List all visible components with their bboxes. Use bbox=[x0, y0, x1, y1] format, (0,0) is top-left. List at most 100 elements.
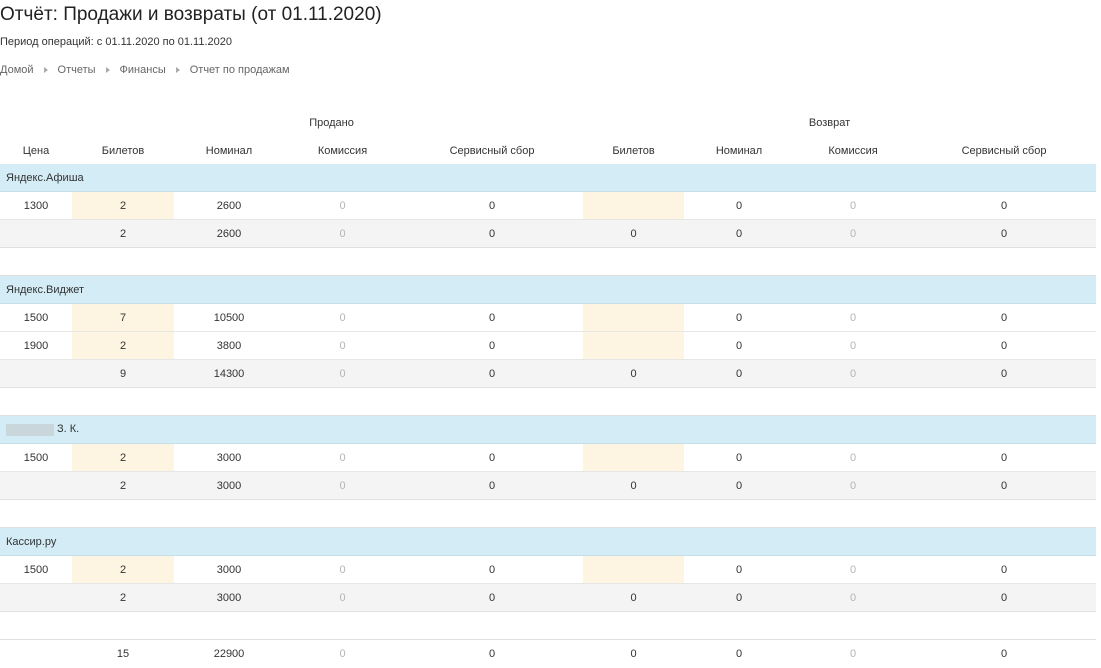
group-name: З. К. bbox=[57, 423, 80, 436]
table-cell: 0 bbox=[284, 191, 401, 220]
table-cell: 1300 bbox=[0, 191, 72, 220]
group-header-row: З. К. bbox=[0, 415, 1097, 444]
table-cell bbox=[583, 555, 685, 584]
table-cell: 0 bbox=[401, 219, 584, 248]
table-cell: 3000 bbox=[174, 443, 284, 472]
col-price-header[interactable]: Цена bbox=[22, 145, 50, 157]
table-cell: 9 bbox=[72, 359, 174, 388]
table-cell: 0 bbox=[794, 583, 913, 612]
table-cell: 0 bbox=[794, 191, 913, 220]
table-cell: 0 bbox=[284, 555, 401, 584]
table-cell: 0 bbox=[684, 303, 795, 332]
spacer-row bbox=[0, 387, 1097, 416]
table-cell: 0 bbox=[684, 583, 795, 612]
spacer-cell bbox=[0, 499, 1097, 528]
table-cell: 0 bbox=[583, 639, 685, 667]
spacer-row bbox=[0, 499, 1097, 528]
group-name: Кассир.ру bbox=[6, 535, 57, 548]
table-cell: 0 bbox=[284, 471, 401, 500]
table-cell: 0 bbox=[684, 331, 795, 360]
table-cell: 0 bbox=[912, 331, 1097, 360]
breadcrumb-separator-icon bbox=[43, 67, 48, 73]
table-cell: 0 bbox=[684, 639, 795, 667]
spacer-row bbox=[0, 247, 1097, 276]
group-name: Яндекс.Виджет bbox=[6, 283, 85, 296]
col-returned-tickets-header[interactable]: Билетов bbox=[612, 145, 655, 157]
breadcrumb: Домой Отчеты Финансы Отчет по продажам bbox=[0, 64, 290, 76]
group-header-row: Кассир.ру bbox=[0, 527, 1097, 556]
breadcrumb-home[interactable]: Домой bbox=[0, 64, 34, 76]
table-cell bbox=[583, 331, 685, 360]
col-returned-commission-header[interactable]: Комиссия bbox=[828, 145, 878, 157]
table-cell: 0 bbox=[794, 471, 913, 500]
table-cell: 2 bbox=[72, 583, 174, 612]
table-cell: 0 bbox=[794, 639, 913, 667]
table-cell: 1900 bbox=[0, 331, 72, 360]
table-cell: 2 bbox=[72, 331, 174, 360]
table-cell: 0 bbox=[401, 471, 584, 500]
col-returned-service-fee-header[interactable]: Сервисный сбор bbox=[961, 145, 1047, 157]
table-cell: 0 bbox=[684, 359, 795, 388]
group-name-cell: Яндекс.Афиша bbox=[0, 164, 1097, 192]
table-row: 1900 2 3800 0 0 0 0 0 bbox=[0, 331, 1097, 360]
table-cell bbox=[0, 359, 72, 388]
table-row: 1500 2 3000 0 0 0 0 0 bbox=[0, 443, 1097, 472]
table-cell bbox=[583, 303, 685, 332]
table-cell: 15 bbox=[72, 639, 174, 667]
breadcrumb-reports[interactable]: Отчеты bbox=[57, 64, 96, 76]
table-cell: 0 bbox=[401, 583, 584, 612]
table-cell: 0 bbox=[912, 471, 1097, 500]
subtotal-row: 9 14300 0 0 0 0 0 0 bbox=[0, 359, 1097, 388]
table-cell: 1500 bbox=[0, 303, 72, 332]
table-cell bbox=[583, 191, 685, 220]
table-cell: 0 bbox=[284, 583, 401, 612]
spacer-row bbox=[0, 611, 1097, 640]
subtotal-row: 2 2600 0 0 0 0 0 0 bbox=[0, 219, 1097, 248]
table-cell: 1500 bbox=[0, 555, 72, 584]
table-cell: 0 bbox=[794, 331, 913, 360]
table-cell: 0 bbox=[912, 191, 1097, 220]
report-body: Яндекс.Афиша 1300 2 2600 0 0 0 0 0 2 2600 0 0 0 0 0 0 Янд… bbox=[0, 164, 1097, 667]
breadcrumb-current: Отчет по продажам bbox=[189, 64, 290, 76]
table-cell: 0 bbox=[684, 555, 795, 584]
col-sold-service-fee-header[interactable]: Сервисный сбор bbox=[449, 145, 535, 157]
table-cell: 1500 bbox=[0, 443, 72, 472]
table-cell: 0 bbox=[583, 471, 685, 500]
table-cell: 2 bbox=[72, 191, 174, 220]
table-cell bbox=[0, 639, 72, 667]
col-sold-nominal-header[interactable]: Номинал bbox=[205, 145, 253, 157]
col-returned-nominal-header[interactable]: Номинал bbox=[715, 145, 763, 157]
table-cell: 3000 bbox=[174, 471, 284, 500]
table-cell: 0 bbox=[684, 191, 795, 220]
table-cell: 2 bbox=[72, 471, 174, 500]
spacer-cell bbox=[0, 611, 1097, 640]
breadcrumb-finance[interactable]: Финансы bbox=[119, 64, 166, 76]
group-header-row: Яндекс.Афиша bbox=[0, 164, 1097, 192]
table-cell: 0 bbox=[284, 359, 401, 388]
table-cell: 2 bbox=[72, 443, 174, 472]
group-header-row: Яндекс.Виджет bbox=[0, 275, 1097, 304]
table-cell: 0 bbox=[284, 331, 401, 360]
table-cell: 0 bbox=[284, 443, 401, 472]
table-cell bbox=[0, 583, 72, 612]
table-cell: 2600 bbox=[174, 191, 284, 220]
table-cell: 0 bbox=[684, 219, 795, 248]
table-cell: 0 bbox=[794, 555, 913, 584]
table-cell: 10500 bbox=[174, 303, 284, 332]
page-title: Отчёт: Продажи и возвраты (от 01.11.2020… bbox=[0, 4, 382, 25]
col-sold-commission-header[interactable]: Комиссия bbox=[317, 145, 368, 157]
table-cell: 3800 bbox=[174, 331, 284, 360]
table-cell: 3000 bbox=[174, 555, 284, 584]
period-text: Период операций: с 01.11.2020 по 01.11.2… bbox=[0, 36, 232, 48]
table-cell: 2600 bbox=[174, 219, 284, 248]
table-cell: 0 bbox=[912, 303, 1097, 332]
group-name-cell: З. К. bbox=[0, 415, 1097, 444]
table-cell: 2 bbox=[72, 219, 174, 248]
table-cell: 0 bbox=[401, 639, 584, 667]
table-cell: 2 bbox=[72, 555, 174, 584]
col-sold-tickets-header[interactable]: Билетов bbox=[101, 145, 145, 157]
subtotal-row: 2 3000 0 0 0 0 0 0 bbox=[0, 471, 1097, 500]
table-cell: 0 bbox=[401, 331, 584, 360]
table-cell: 0 bbox=[401, 443, 584, 472]
table-cell: 0 bbox=[912, 219, 1097, 248]
